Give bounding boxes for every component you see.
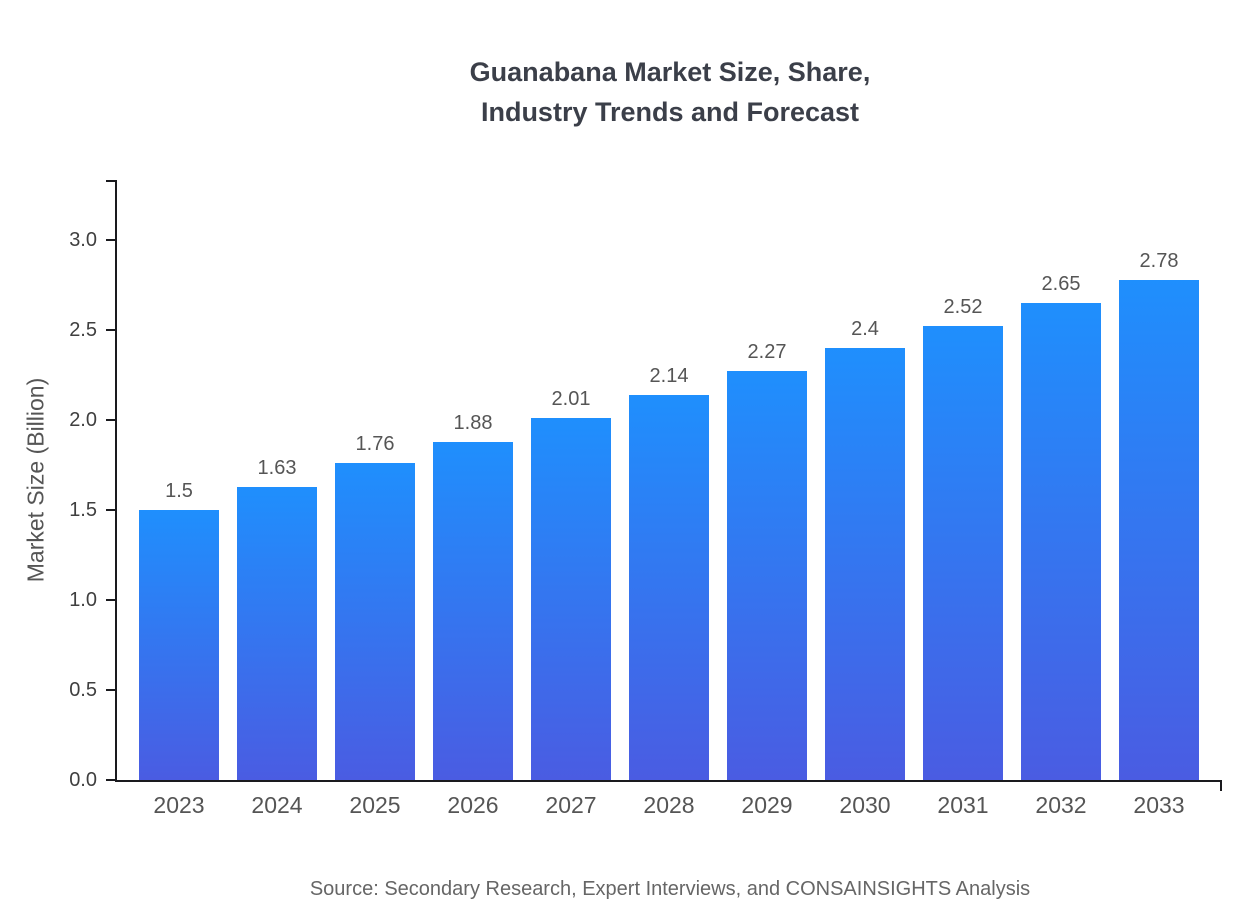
bar-value-label: 2.65 <box>1041 272 1081 295</box>
bar-group: 1.63 <box>237 457 317 780</box>
y-tick-label: 1.5 <box>69 498 97 521</box>
bar <box>531 418 611 780</box>
bar-group: 2.01 <box>531 388 611 780</box>
x-tick-label: 2031 <box>937 792 989 818</box>
bar-group: 2.27 <box>727 341 807 780</box>
bar-value-label: 2.4 <box>851 317 879 340</box>
x-tick-label: 2024 <box>251 792 303 818</box>
bar <box>433 441 513 780</box>
x-axis-labels: 2023 2024 2025 2026 2027 2028 2029 2030 2031 2032… <box>139 792 1199 819</box>
bar-value-label: 1.5 <box>165 479 193 502</box>
x-axis-end-tick <box>1220 782 1222 791</box>
x-tick-label: 2033 <box>1133 792 1185 818</box>
bar-group: 1.88 <box>433 412 513 780</box>
y-tick-mark <box>106 238 115 241</box>
bar-group: 2.14 <box>629 365 709 780</box>
x-tick-label: 2023 <box>153 792 205 818</box>
bar <box>629 394 709 780</box>
source-note: Source: Secondary Research, Expert Inter… <box>309 878 1031 900</box>
bar <box>923 326 1003 780</box>
y-axis-label: Market Size (Billion) <box>22 377 49 583</box>
plot-area: 0.0 0.5 1.0 1.5 2.0 2.5 3.0 1.5 1.63 1.76 1.88 2.0… <box>69 180 1222 791</box>
bar-value-label: 2.27 <box>747 341 787 364</box>
bar-group: 1.5 <box>139 480 219 780</box>
bar-group: 1.76 <box>335 433 415 780</box>
y-tick-label: 2.0 <box>69 408 97 431</box>
bar <box>1021 302 1101 780</box>
y-tick-mark <box>106 688 115 691</box>
chart-title-line2: Industry Trends and Forecast <box>480 97 860 127</box>
bar-value-label: 1.76 <box>355 433 395 456</box>
chart-title-line1: Guanabana Market Size, Share, <box>469 57 871 87</box>
bar-series: 1.5 1.63 1.76 1.88 2.01 2.14 2.27 2.4 2.52 2.65 2.… <box>139 180 1199 780</box>
bar-value-label: 2.78 <box>1139 249 1179 272</box>
bar <box>727 371 807 780</box>
y-tick-label: 1.0 <box>69 588 97 611</box>
bar-group: 2.52 <box>923 296 1003 780</box>
x-tick-label: 2025 <box>349 792 401 818</box>
bar <box>237 486 317 780</box>
bar <box>1119 279 1199 780</box>
bar-value-label: 2.01 <box>551 388 591 411</box>
bar-group: 2.4 <box>825 318 905 780</box>
bar-value-label: 2.14 <box>649 364 689 387</box>
y-tick-mark <box>106 328 115 331</box>
y-tick-mark <box>106 508 115 511</box>
y-axis-end-tick <box>106 180 115 182</box>
bar <box>335 463 415 780</box>
bar-value-label: 1.88 <box>453 411 493 434</box>
bar-group: 2.65 <box>1021 273 1101 780</box>
x-tick-label: 2027 <box>545 792 597 818</box>
bar-value-label: 2.52 <box>943 296 983 319</box>
y-tick-label: 2.5 <box>69 318 97 341</box>
bar <box>139 509 219 780</box>
bar-group: 2.78 <box>1119 250 1199 780</box>
y-tick-mark <box>106 598 115 601</box>
y-tick-label: 0.5 <box>69 678 97 701</box>
x-tick-label: 2030 <box>839 792 891 818</box>
y-tick-label: 3.0 <box>69 228 97 251</box>
x-tick-label: 2029 <box>741 792 793 818</box>
bar <box>825 347 905 780</box>
x-tick-label: 2028 <box>643 792 695 818</box>
x-tick-label: 2032 <box>1035 792 1087 818</box>
bar-value-label: 1.63 <box>257 456 297 479</box>
x-tick-label: 2026 <box>447 792 499 818</box>
chart-title: Guanabana Market Size, Share, Industry T… <box>80 52 1260 132</box>
y-tick-mark <box>106 418 115 421</box>
y-tick-label: 0.0 <box>69 769 97 791</box>
y-tick-mark <box>106 779 115 781</box>
